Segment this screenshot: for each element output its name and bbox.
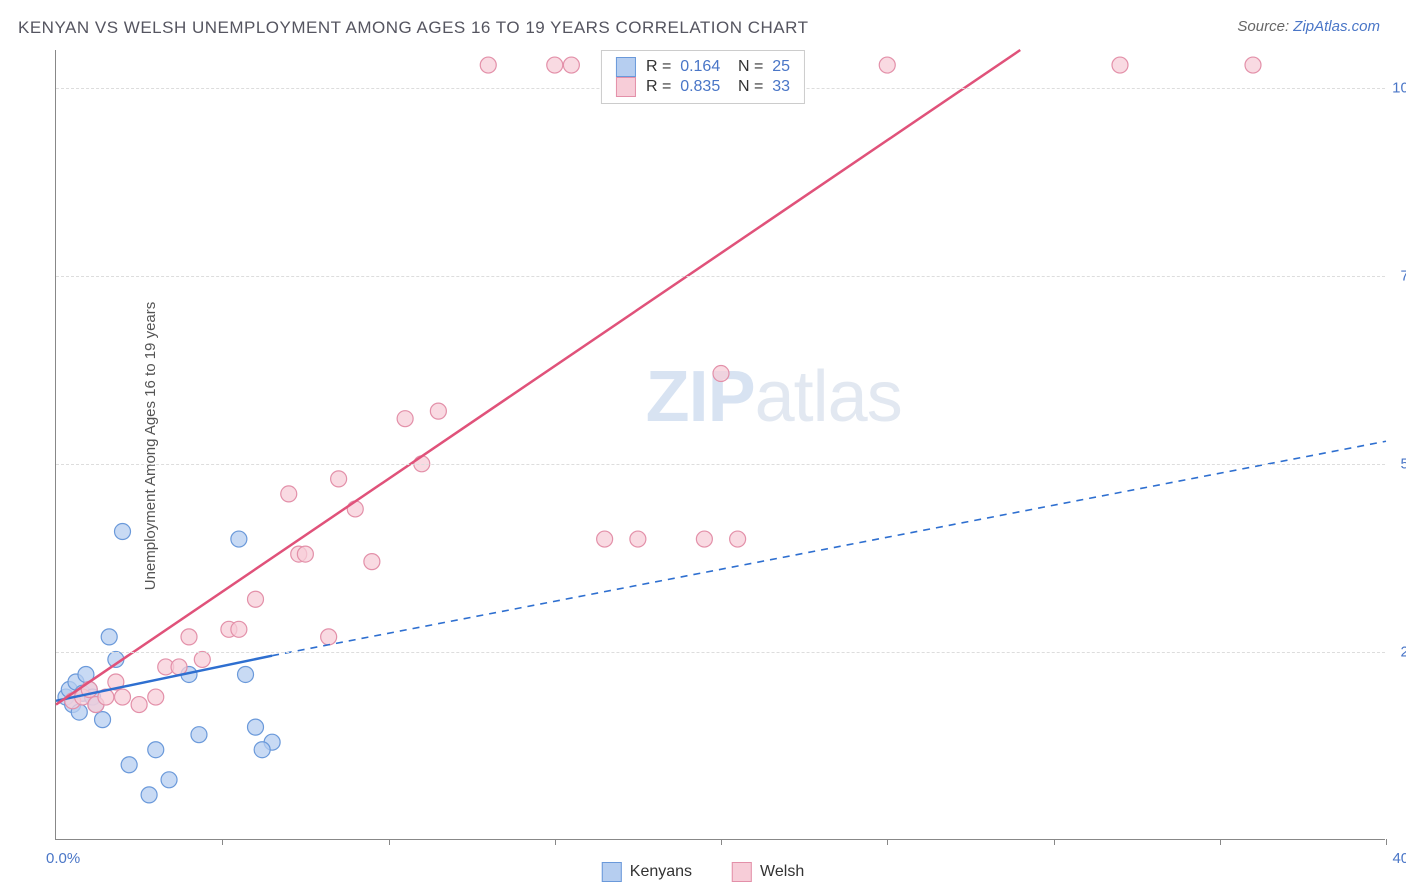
data-point <box>161 772 177 788</box>
data-point <box>115 689 131 705</box>
legend-swatch <box>732 862 752 882</box>
legend-label: Welsh <box>760 863 804 881</box>
data-point <box>254 742 270 758</box>
legend-swatch <box>616 57 636 77</box>
data-point <box>181 629 197 645</box>
data-point <box>297 546 313 562</box>
source-attribution: Source: ZipAtlas.com <box>1237 18 1380 35</box>
data-point <box>696 531 712 547</box>
x-tick <box>555 839 556 845</box>
data-point <box>480 57 496 73</box>
data-point <box>730 531 746 547</box>
x-tick <box>887 839 888 845</box>
legend-row: R = 0.835 N = 33 <box>616 77 790 97</box>
data-point <box>115 524 131 540</box>
data-point <box>597 531 613 547</box>
legend-row: R = 0.164 N = 25 <box>616 57 790 77</box>
data-point <box>148 689 164 705</box>
data-point <box>713 366 729 382</box>
data-point <box>364 554 380 570</box>
chart-title: KENYAN VS WELSH UNEMPLOYMENT AMONG AGES … <box>18 18 809 38</box>
x-tick <box>222 839 223 845</box>
source-prefix: Source: <box>1237 18 1293 35</box>
data-point <box>231 531 247 547</box>
data-point <box>331 471 347 487</box>
gridline <box>56 276 1385 277</box>
trend-line <box>56 50 1020 705</box>
gridline <box>56 652 1385 653</box>
legend-swatch <box>602 862 622 882</box>
x-tick <box>1220 839 1221 845</box>
data-point <box>191 727 207 743</box>
data-point <box>281 486 297 502</box>
plot-area: ZIPatlas 0.0% 40.0% 25.0%50.0%75.0%100.0… <box>55 50 1385 840</box>
legend-label: Kenyans <box>630 863 692 881</box>
x-tick <box>1054 839 1055 845</box>
data-point <box>879 57 895 73</box>
legend-text: R = 0.164 N = 25 <box>646 58 790 76</box>
legend-item: Welsh <box>732 862 804 882</box>
y-tick-label: 25.0% <box>1400 643 1406 660</box>
data-point <box>248 591 264 607</box>
data-point <box>248 719 264 735</box>
data-point <box>547 57 563 73</box>
data-point <box>397 411 413 427</box>
legend-text: R = 0.835 N = 33 <box>646 78 790 96</box>
source-link[interactable]: ZipAtlas.com <box>1293 18 1380 35</box>
correlation-legend: R = 0.164 N = 25 R = 0.835 N = 33 <box>601 50 805 104</box>
data-point <box>347 501 363 517</box>
y-tick-label: 50.0% <box>1400 455 1406 472</box>
data-point <box>148 742 164 758</box>
x-tick <box>1386 839 1387 845</box>
x-tick <box>389 839 390 845</box>
trend-line-extrapolated <box>272 441 1386 655</box>
data-point <box>238 666 254 682</box>
data-point <box>430 403 446 419</box>
x-tick <box>721 839 722 845</box>
data-point <box>141 787 157 803</box>
data-point <box>171 659 187 675</box>
data-point <box>321 629 337 645</box>
gridline <box>56 464 1385 465</box>
legend-swatch <box>616 77 636 97</box>
data-point <box>563 57 579 73</box>
data-point <box>1245 57 1261 73</box>
data-point <box>630 531 646 547</box>
data-point <box>95 712 111 728</box>
data-point <box>194 651 210 667</box>
data-point <box>121 757 137 773</box>
x-axis-end-label: 40.0% <box>1392 850 1406 867</box>
y-tick-label: 100.0% <box>1392 79 1406 96</box>
data-point <box>1112 57 1128 73</box>
data-point <box>131 697 147 713</box>
series-legend: Kenyans Welsh <box>602 862 804 882</box>
data-point <box>101 629 117 645</box>
x-axis-start-label: 0.0% <box>46 850 80 867</box>
legend-item: Kenyans <box>602 862 692 882</box>
data-point <box>231 621 247 637</box>
chart-svg <box>56 50 1385 839</box>
y-tick-label: 75.0% <box>1400 267 1406 284</box>
